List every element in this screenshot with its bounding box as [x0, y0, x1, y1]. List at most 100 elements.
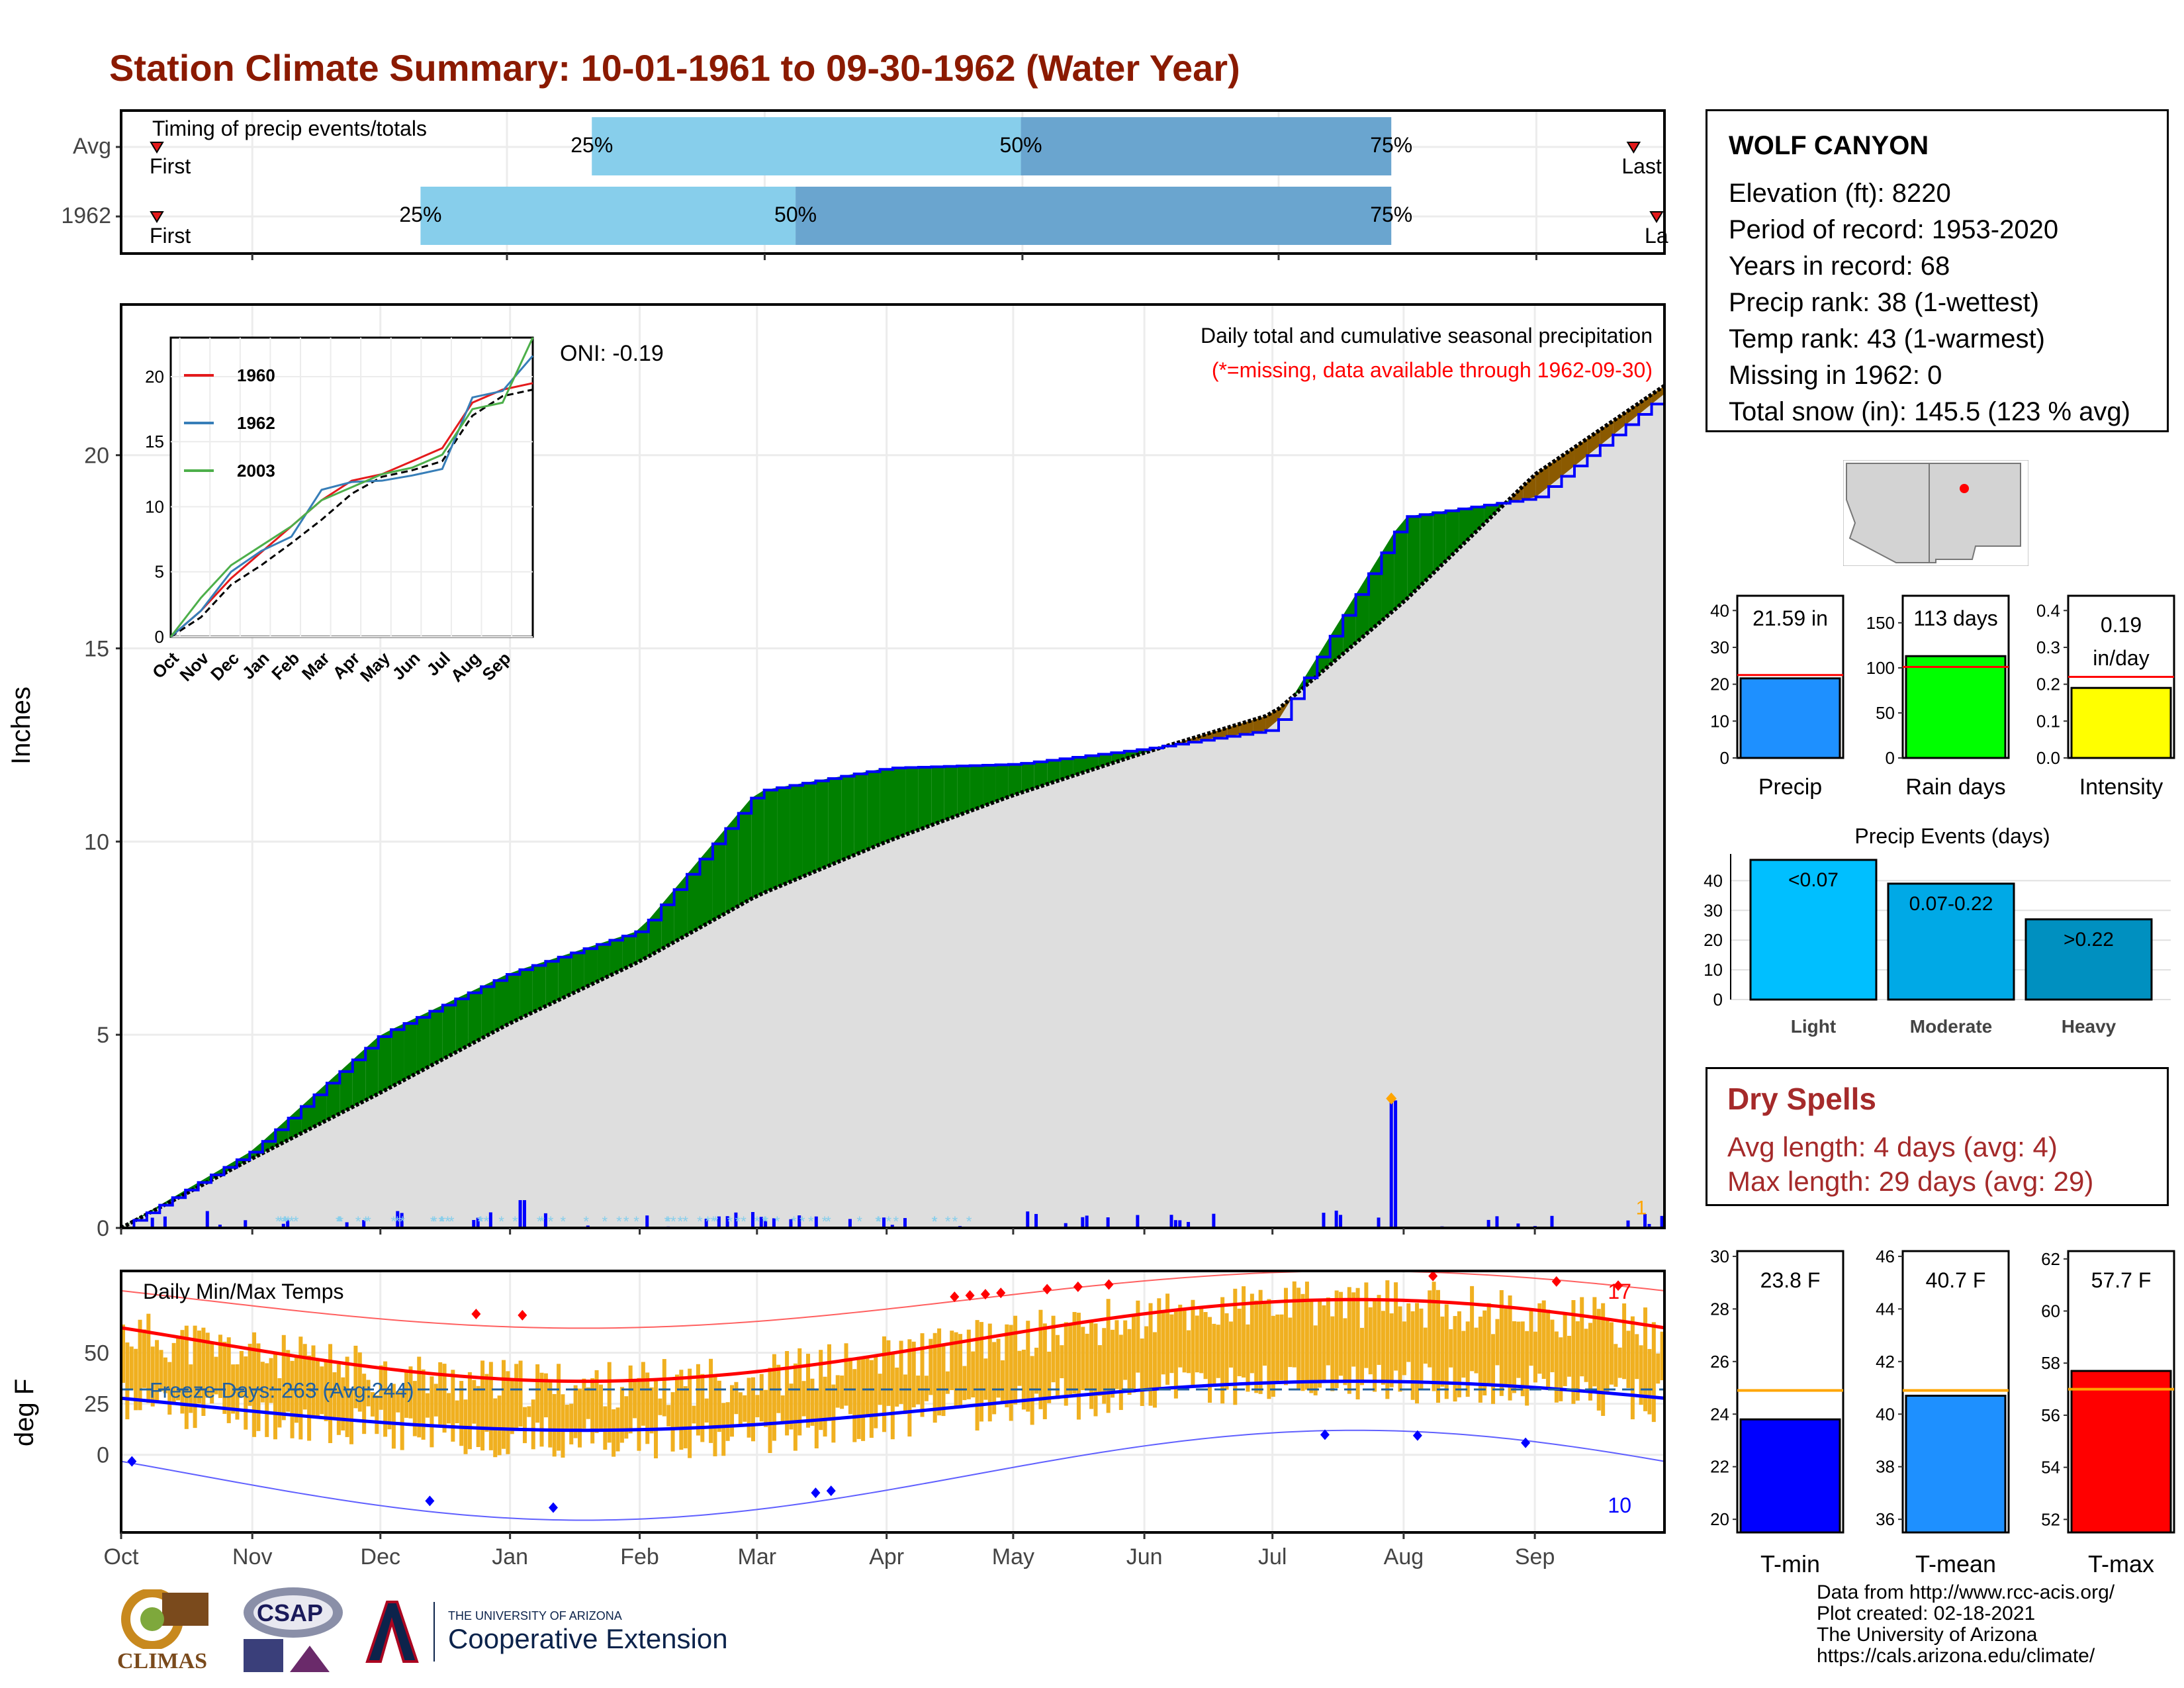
- inset-legend-label: 1962: [237, 413, 275, 433]
- deficit-area: [1613, 412, 1626, 436]
- daily-temp-bar: [1647, 1348, 1652, 1415]
- daily-temp-bar: [197, 1331, 202, 1404]
- daily-temp-bar: [379, 1365, 383, 1410]
- daily-temp-bar: [362, 1374, 367, 1434]
- surplus-area: [1355, 573, 1369, 643]
- events-ytick-label: 10: [1704, 960, 1723, 980]
- daily-temp-bar: [1081, 1327, 1085, 1390]
- precip-events-title: Precip Events (days): [1854, 824, 2050, 848]
- daily-temp-bar: [624, 1396, 629, 1439]
- daily-temp-bar: [645, 1372, 650, 1444]
- snow-marker-icon: *: [283, 1213, 289, 1230]
- daily-temp-bar: [1173, 1309, 1178, 1399]
- daily-precip-bar: [1495, 1216, 1499, 1228]
- timing-label-75: 75%: [1370, 203, 1412, 226]
- max-count-label: 1: [1636, 1197, 1647, 1219]
- record-low-marker-icon: [548, 1502, 558, 1513]
- mini-bar: [1905, 655, 2007, 759]
- daily-temp-bar: [1406, 1303, 1411, 1362]
- daily-temp-bar: [1106, 1299, 1111, 1413]
- daily-temp-bar: [252, 1332, 257, 1437]
- inset-legend-label: 2003: [237, 461, 275, 481]
- daily-temp-bar: [256, 1343, 261, 1431]
- snow-marker-icon: *: [337, 1213, 343, 1230]
- daily-temp-bar: [357, 1352, 362, 1412]
- plot-frame: [120, 303, 1666, 1229]
- tbar-value-label: 40.7 F: [1926, 1268, 1986, 1292]
- mini-bar: [2070, 686, 2172, 759]
- month-tick-label: Sep: [1515, 1544, 1555, 1570]
- dry-spells-title: Dry Spells: [1727, 1082, 1876, 1116]
- daily-precip-bar: [345, 1222, 349, 1228]
- daily-temp-bar: [945, 1371, 950, 1394]
- daily-temp-bar: [1605, 1319, 1610, 1392]
- mini-ytick-label: 100: [1866, 658, 1895, 678]
- tbar-ytick-label: 20: [1710, 1509, 1729, 1529]
- inset-ytick-label: 0: [155, 627, 164, 647]
- daily-precip-bar: [1187, 1221, 1191, 1228]
- daily-temp-bar: [142, 1329, 146, 1388]
- daily-temp-bar: [404, 1370, 409, 1418]
- daily-temp-bar: [1254, 1300, 1259, 1393]
- surplus-area: [1484, 503, 1498, 524]
- inset-legend-label: 1960: [237, 365, 275, 385]
- surplus-area: [455, 992, 469, 1053]
- surplus-area: [880, 768, 893, 845]
- daily-temp-bar: [138, 1319, 142, 1411]
- daily-temp-bar: [298, 1336, 303, 1440]
- daily-temp-bar: [1304, 1282, 1309, 1390]
- timing-bar-q25-q50: [592, 117, 1021, 175]
- daily-temp-bar: [408, 1366, 413, 1419]
- snow-marker-icon: *: [966, 1213, 972, 1230]
- daily-temp-bar: [768, 1368, 772, 1454]
- mini-ytick-label: 0.1: [2036, 711, 2060, 731]
- temp-panel: 0 25 50 Daily Min/Max Temps Freeze Days: 263…: [0, 1258, 1721, 1575]
- daily-temp-bar: [878, 1374, 882, 1405]
- daily-precip-bar: [150, 1217, 154, 1228]
- tbar-ytick-label: 62: [2041, 1249, 2060, 1269]
- snow-marker-icon: *: [799, 1213, 805, 1230]
- daily-temp-bar: [180, 1330, 185, 1414]
- csap-label: CSAP: [256, 1599, 324, 1626]
- daily-temp-bar: [1009, 1325, 1013, 1421]
- daily-temp-bar: [1102, 1328, 1107, 1404]
- daily-temp-bar: [1283, 1288, 1288, 1385]
- daily-temp-bar: [193, 1325, 197, 1429]
- snow-marker-icon: *: [735, 1213, 741, 1230]
- daily-temp-bar: [1047, 1351, 1052, 1403]
- daily-temp-bar: [1216, 1325, 1220, 1378]
- daily-temp-bar: [1584, 1329, 1588, 1382]
- temp-ytick-label: 0: [97, 1443, 109, 1468]
- daily-temp-bar: [205, 1333, 210, 1398]
- daily-temp-bar: [882, 1336, 887, 1432]
- daily-precip-bar: [1322, 1213, 1326, 1228]
- avg-cumulative-area: [121, 385, 1664, 1228]
- daily-temp-bar: [1055, 1335, 1060, 1399]
- mini-ytick-label: 30: [1710, 637, 1729, 657]
- daily-temp-bar: [1021, 1349, 1026, 1410]
- freeze-days-label: Freeze Days: 263 (Avg:244): [150, 1378, 414, 1402]
- daily-precip-bar: [522, 1199, 526, 1228]
- month-tick-label: Feb: [620, 1544, 659, 1570]
- tbar-ytick-label: 58: [2041, 1353, 2060, 1373]
- daily-temp-bar: [451, 1370, 455, 1442]
- snow-marker-icon: *: [932, 1213, 938, 1230]
- climas-label: CLIMAS: [116, 1649, 208, 1673]
- daily-temp-bar: [332, 1372, 337, 1419]
- daily-temp-bar: [189, 1364, 193, 1413]
- event-bar-label: >0.22: [2064, 929, 2114, 951]
- surplus-area: [1060, 757, 1073, 780]
- daily-temp-bar: [734, 1382, 739, 1415]
- surplus-area: [687, 859, 700, 935]
- surplus-area: [468, 986, 482, 1046]
- daily-precip-bar: [882, 1217, 886, 1228]
- daily-temp-bar: [522, 1407, 527, 1444]
- surplus-area: [404, 1017, 417, 1080]
- surplus-area: [558, 953, 572, 1000]
- daily-temp-bar: [1165, 1293, 1170, 1385]
- snow-marker-icon: *: [886, 1213, 892, 1230]
- deficit-area: [1549, 456, 1562, 487]
- daily-temp-bar: [747, 1378, 751, 1438]
- timing-first-label: First: [150, 224, 191, 248]
- snow-marker-icon: *: [682, 1213, 688, 1230]
